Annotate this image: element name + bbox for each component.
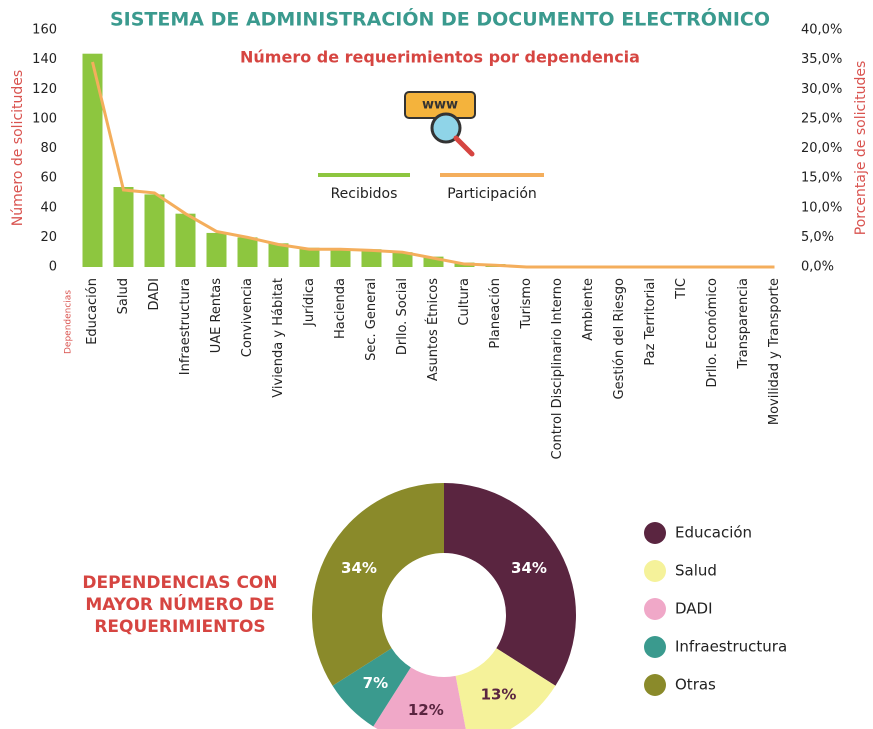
y2-tick-label: 40,0%	[801, 23, 842, 38]
y2-tick-label: 35,0%	[801, 52, 842, 67]
bar	[423, 256, 444, 267]
x-tick-label: Paz Territorial	[643, 278, 658, 366]
x-tick-label: Hacienda	[333, 278, 348, 339]
y-tick-label: 100	[32, 111, 57, 126]
x-tick-label: Planeación	[488, 278, 503, 349]
y-tick-label: 120	[32, 82, 57, 97]
x-tick-label: Educación	[85, 278, 100, 345]
x-tick-label: Infraestructura	[178, 278, 193, 375]
x-tick-label: Movilidad y Transporte	[767, 278, 782, 425]
x-tick-label: Ambiente	[581, 278, 596, 341]
chart-subtitle: Número de requerimientos por dependencia	[240, 48, 640, 67]
slice-label: 34%	[511, 559, 547, 577]
y-tick-label: 60	[40, 171, 57, 186]
x-tick-label: Convivencia	[240, 278, 255, 357]
bar	[299, 247, 320, 267]
y-tick-label: 80	[40, 141, 57, 156]
y2-tick-label: 5,0%	[801, 230, 834, 245]
x-tick-label: Cultura	[457, 278, 472, 326]
x-tick-label: Drllo. Social	[395, 278, 410, 355]
x-tick-label: Jurídica	[302, 278, 317, 327]
y2-tick-label: 15,0%	[801, 171, 842, 186]
x-tick-label: Sec. General	[364, 278, 379, 361]
y2-tick-label: 20,0%	[801, 141, 842, 156]
x-tick-label: Vivienda y Hábitat	[271, 278, 286, 398]
svg-text:www: www	[422, 98, 458, 113]
legend-label: Recibidos	[331, 186, 398, 202]
bar	[237, 237, 258, 267]
www-icon: www	[404, 91, 476, 157]
slice-label: 12%	[408, 701, 444, 719]
x-tick-label: UAE Rentas	[209, 278, 224, 354]
y-tick-label: 0	[49, 260, 57, 275]
donut-slice	[455, 648, 556, 729]
donut-slice	[312, 483, 444, 686]
bar	[392, 252, 413, 267]
bar	[268, 243, 289, 267]
y-axis-label: Número de solicitudes	[10, 70, 26, 226]
slice-label: 7%	[363, 674, 388, 692]
legend-swatch	[644, 598, 666, 620]
x-tick-label: Transparencia	[736, 278, 751, 370]
y-tick-label: 20	[40, 230, 57, 245]
slice-label: 34%	[341, 559, 377, 577]
donut-slice	[444, 483, 577, 686]
y2-tick-label: 0,0%	[801, 260, 834, 275]
x-axis-label: Dependencias	[64, 290, 74, 354]
chart-title: SISTEMA DE ADMINISTRACIÓN DE DOCUMENTO E…	[110, 7, 770, 31]
legend-label: DADI	[675, 600, 713, 618]
donut-slice	[332, 648, 411, 727]
line	[91, 61, 775, 269]
x-tick-label: TIC	[674, 278, 689, 300]
x-tick-label: Gestión del Riesgo	[612, 278, 627, 400]
legend-swatch	[644, 674, 666, 696]
legend-swatch	[644, 560, 666, 582]
y2-tick-label: 10,0%	[801, 200, 842, 215]
donut-slice	[373, 667, 466, 729]
slice-label: 13%	[481, 686, 517, 704]
x-tick-label: Drllo. Económico	[705, 278, 720, 387]
y-tick-label: 140	[32, 52, 57, 67]
legend-label: Salud	[675, 562, 717, 580]
bar	[144, 194, 165, 267]
y2-tick-label: 25,0%	[801, 111, 842, 126]
bar	[361, 249, 382, 267]
x-tick-label: Salud	[116, 278, 131, 314]
y-tick-label: 40	[40, 200, 57, 215]
x-tick-label: Control Disciplinario Interno	[550, 278, 565, 460]
donut-title: DEPENDENCIAS CON MAYOR NÚMERO DE REQUERI…	[82, 573, 278, 637]
legend-label: Infraestructura	[675, 638, 787, 656]
bar	[206, 232, 227, 267]
y-tick-label: 160	[32, 23, 57, 38]
bar	[82, 53, 103, 268]
legend-label: Participación	[447, 186, 537, 202]
y2-tick-label: 30,0%	[801, 82, 842, 97]
x-tick-label: Turismo	[519, 278, 534, 330]
legend-swatch	[644, 522, 666, 544]
bar	[175, 213, 196, 267]
legend-label: Educación	[675, 524, 752, 542]
bar	[330, 249, 351, 267]
y2-axis-label: Porcentaje de solicitudes	[853, 61, 869, 236]
x-tick-label: DADI	[147, 278, 162, 311]
x-tick-label: Asuntos Étnicos	[425, 278, 441, 381]
legend-label: Otras	[675, 676, 716, 694]
bar	[113, 187, 134, 267]
legend-swatch	[644, 636, 666, 658]
